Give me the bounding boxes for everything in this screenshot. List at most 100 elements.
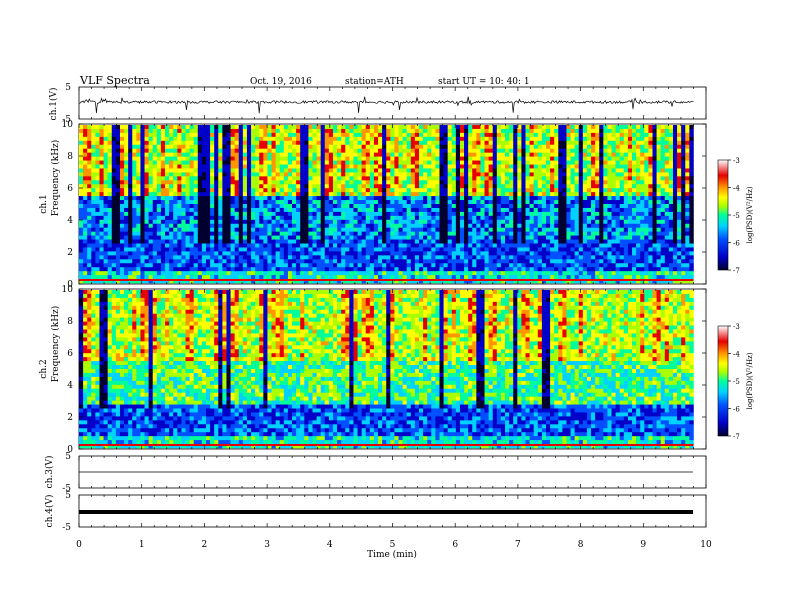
ch1-spectrogram-cell: [242, 267, 248, 272]
ch1-spectrogram-cell: [582, 207, 588, 213]
ch1-spectrogram-cell: [132, 192, 137, 197]
ch1-spectrogram-cell: [267, 243, 272, 248]
ch1-spectrogram-cell: [259, 243, 264, 248]
ch1-spectrogram-cell: [361, 227, 367, 232]
ch1-spectrogram-cell: [189, 275, 194, 280]
ch1-spectrogram-cell: [541, 279, 547, 284]
ch1-spectrogram-cell: [529, 239, 534, 244]
ch1-spectrogram-cell: [226, 164, 231, 169]
ch1-spectrogram-cell: [173, 152, 178, 157]
ch1-spectrogram-cell: [373, 196, 379, 201]
ch1-spectrogram-cell: [234, 259, 240, 264]
ch1-spectrogram-cell: [205, 271, 211, 276]
ch1-spectrogram-cell: [296, 204, 301, 209]
ch1-spectrogram-cell: [267, 144, 272, 149]
ch1-spectrogram-cell: [189, 211, 194, 217]
ch1-spectrogram-cell: [152, 239, 158, 244]
ch1-spectrogram-cell: [312, 219, 317, 225]
ch1-spectrogram-cell: [312, 271, 317, 276]
ch1-spectrogram-cell: [287, 128, 293, 134]
ch1-spectrogram-cell: [316, 168, 321, 173]
ch1-spectrogram-cell: [574, 125, 580, 130]
ch1-spectrogram-cell: [308, 188, 313, 193]
ch1-spectrogram-cell: [181, 176, 186, 181]
ch1-spectrogram-cell: [513, 204, 518, 209]
ch1-spectrogram-cell: [279, 215, 285, 221]
ch1-spectrogram-cell: [193, 271, 199, 276]
ch1-spectrogram-cell: [517, 215, 522, 221]
ch1-spectrogram-cell: [365, 275, 371, 280]
ch1-spectrogram-cell: [574, 267, 580, 272]
ch1-spectrogram-cell: [570, 136, 575, 142]
ch1-spectrogram-cell: [99, 271, 104, 276]
ch1-spectrogram-cell: [578, 259, 584, 264]
ch1-spectrogram-cell: [337, 204, 342, 209]
ch1-spectrogram-cell: [386, 204, 391, 209]
ch1-spectrogram-cell: [189, 227, 194, 232]
ch1-spectrogram-cell: [99, 140, 104, 146]
ch1-spectrogram-cell: [91, 267, 96, 272]
ch1-spectrogram-cell: [439, 219, 444, 225]
ch1-spectrogram-cell: [324, 235, 330, 240]
ch1-spectrogram-cell: [226, 192, 231, 197]
ch1-spectrogram-cell: [316, 172, 321, 177]
ch1-spectrogram-cell: [390, 259, 395, 264]
ch1-spectrogram-cell: [369, 128, 375, 134]
ch1-spectrogram-cell: [537, 263, 543, 268]
ch1-spectrogram-cell: [431, 279, 436, 284]
ch1-spectrogram-cell: [275, 211, 281, 217]
ch1-spectrogram-cell: [218, 275, 223, 280]
ch1-spectrogram-cell: [361, 259, 367, 264]
ch1-spectrogram-cell: [263, 180, 268, 185]
ch1-spectrogram-cell: [574, 211, 580, 217]
ch1-spectrogram-cell: [406, 239, 412, 244]
ch1-spectrogram-cell: [394, 263, 399, 268]
ch1-spectrogram-cell: [414, 211, 420, 217]
ch1-spectrogram-cell: [316, 204, 321, 209]
ch1-spectrogram-cell: [574, 235, 580, 240]
ch1-spectrogram-cell: [443, 184, 448, 189]
ch1-spectrogram-cell: [451, 255, 457, 260]
ch1-spectrogram-cell: [337, 164, 342, 169]
ch1-spectrogram-cell: [578, 184, 584, 189]
ch1-spectrogram-cell: [414, 239, 420, 244]
ch1-spectrogram-cell: [160, 227, 166, 232]
ch1-spectrogram-cell: [222, 168, 227, 173]
ch1-spectrogram-cell: [459, 132, 465, 138]
ch1-spectrogram-cell: [423, 279, 428, 284]
ch1-spectrogram-cell: [292, 156, 297, 161]
ch1-spectrogram-cell: [365, 215, 371, 221]
ch1-spectrogram-cell: [103, 176, 108, 181]
ch1-spectrogram-cell: [99, 235, 104, 240]
ch1-spectrogram-cell: [390, 219, 395, 225]
ch1-spectrogram-cell: [132, 144, 137, 149]
ch1-spectrogram-cell: [148, 207, 154, 213]
ch1-spectrogram-cell: [378, 227, 383, 232]
ch1-spectrogram-cell: [79, 144, 84, 149]
ch1-spectrogram-cell: [419, 140, 424, 146]
ch1-spectrogram-cell: [292, 188, 297, 193]
ch1-spectrogram-cell: [218, 152, 223, 157]
ch1-spectrogram-cell: [570, 204, 575, 209]
ch1-spectrogram-cell: [128, 160, 133, 165]
ch1-spectrogram-cell: [529, 204, 534, 209]
ch1-spectrogram-cell: [443, 132, 448, 138]
ch1-spectrogram-cell: [464, 148, 469, 153]
ch1-spectrogram-cell: [103, 144, 108, 149]
ch1-spectrogram-cell: [439, 125, 444, 130]
ch1-spectrogram-cell: [390, 215, 395, 221]
ch1-spectrogram-cell: [238, 140, 244, 146]
ch1-spectrogram-cell: [234, 196, 240, 201]
ch1-spectrogram-cell: [136, 271, 141, 276]
ch1-spectrogram-cell: [312, 255, 317, 260]
ch1-spectrogram-cell: [378, 144, 383, 149]
ch1-spectrogram-cell: [537, 231, 543, 236]
ch1-spectrogram-cell: [378, 192, 383, 197]
ch1-spectrogram-cell: [550, 263, 555, 268]
ch1-spectrogram-cell: [189, 144, 194, 149]
ch1-spectrogram-cell: [292, 125, 297, 130]
ch1-spectrogram-cell: [525, 227, 530, 232]
ch1-spectrogram-cell: [398, 192, 403, 197]
ch1-spectrogram-cell: [406, 251, 412, 256]
